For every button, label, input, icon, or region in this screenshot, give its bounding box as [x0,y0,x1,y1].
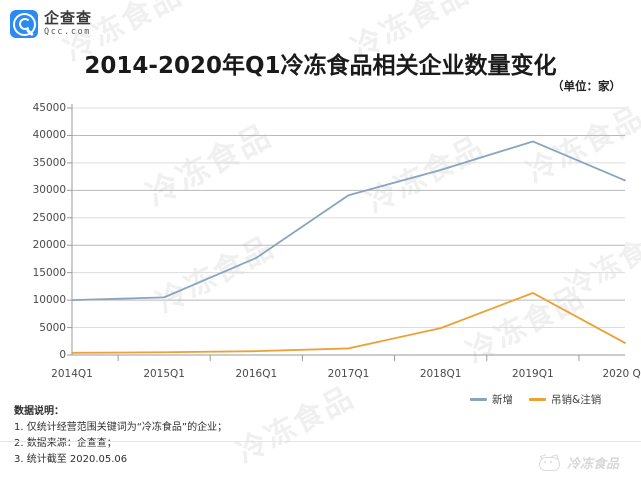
x-tick-label: 2018Q1 [419,368,462,380]
legend-label: 吊销&注销 [551,394,602,406]
x-tick-label: 2020 Q1 [602,368,641,380]
note-item: 2. 数据来源：企查查； [14,438,117,449]
y-tick-label: 0 [59,349,66,361]
y-tick-label: 45000 [32,102,66,114]
qcc-circle-logo-icon [10,10,38,38]
unit-label: （单位：家） [552,79,621,93]
y-tick-label: 35000 [32,156,66,169]
y-tick-label: 25000 [32,211,66,224]
footer-divider [0,441,641,442]
qcc-logo: 企查查 Qcc.com [10,10,92,38]
legend-swatch-icon [470,398,487,401]
y-tick-label: 10000 [32,294,66,307]
logo-name-en: Qcc.com [44,27,92,38]
logo-name-cn: 企查查 [44,9,93,28]
x-tick-label: 2017Q1 [327,368,370,380]
series-line-1 [71,292,626,354]
page-title: 2014-2020年Q1冷冻食品相关企业数量变化 [84,53,557,79]
footer-brand: 冷冻食品 [538,453,619,472]
penguin-icon [538,453,561,471]
x-tick-label: 2019Q1 [511,368,554,380]
notes-heading: 数据说明： [14,406,64,417]
series-lines [71,140,626,354]
y-tick-label: 40000 [32,129,66,142]
x-axis-labels: 2014Q1 2015Q1 2016Q1 2017Q1 2018Q1 2019Q1 2020… [0,368,641,392]
legend-item[interactable]: 吊销&注销 [529,392,601,407]
chart-legend: 新增 吊销&注销 [470,392,601,407]
data-notes: 数据说明： 1. 仅统计经营范围关键词为“冷冻食品”的企业； 2. 数据来源：企… [14,404,227,468]
chart-canvas [67,104,626,361]
x-tick-label: 2014Q1 [51,368,93,380]
y-tick-label: 15000 [32,266,66,279]
note-item: 3. 统计截至 2020.05.06 [14,454,128,465]
legend-swatch-icon [529,398,546,401]
axis-ticks [67,107,580,361]
x-tick-label: 2015Q1 [143,368,185,380]
chart-plot-area: 0 5000 10000 15000 20000 25000 30000 35000 40000… [0,96,641,380]
y-tick-label: 20000 [32,239,66,252]
legend-item[interactable]: 新增 [470,392,513,407]
footer-brand-label: 冷冻食品 [566,457,619,472]
y-axis-labels: 0 5000 10000 15000 20000 25000 30000 35000 40000… [0,96,72,361]
y-tick-label: 30000 [32,184,66,197]
x-tick-label: 2016Q1 [235,368,278,380]
note-item: 1. 仅统计经营范围关键词为“冷冻食品”的企业； [14,422,228,433]
y-tick-label: 5000 [39,321,66,334]
gridlines [72,107,625,356]
legend-label: 新增 [492,394,513,406]
series-line-0 [71,140,626,302]
